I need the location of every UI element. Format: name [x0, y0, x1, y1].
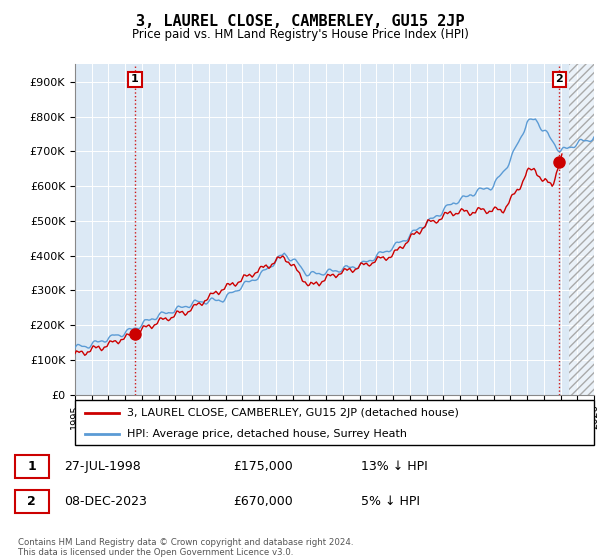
Text: 3, LAUREL CLOSE, CAMBERLEY, GU15 2JP: 3, LAUREL CLOSE, CAMBERLEY, GU15 2JP [136, 14, 464, 29]
FancyBboxPatch shape [75, 400, 594, 445]
Text: 27-JUL-1998: 27-JUL-1998 [64, 460, 141, 473]
FancyBboxPatch shape [15, 455, 49, 478]
Text: 2: 2 [28, 495, 36, 508]
Text: 5% ↓ HPI: 5% ↓ HPI [361, 495, 420, 508]
Text: 08-DEC-2023: 08-DEC-2023 [64, 495, 147, 508]
Text: 13% ↓ HPI: 13% ↓ HPI [361, 460, 428, 473]
Text: £670,000: £670,000 [233, 495, 293, 508]
Text: Price paid vs. HM Land Registry's House Price Index (HPI): Price paid vs. HM Land Registry's House … [131, 28, 469, 41]
Text: 3, LAUREL CLOSE, CAMBERLEY, GU15 2JP (detached house): 3, LAUREL CLOSE, CAMBERLEY, GU15 2JP (de… [127, 408, 459, 418]
Text: 1: 1 [28, 460, 36, 473]
Text: Contains HM Land Registry data © Crown copyright and database right 2024.
This d: Contains HM Land Registry data © Crown c… [18, 538, 353, 557]
Text: £175,000: £175,000 [233, 460, 293, 473]
Bar [569, 64, 594, 395]
Bar [569, 64, 594, 395]
Text: 2: 2 [556, 74, 563, 85]
FancyBboxPatch shape [15, 490, 49, 514]
Text: HPI: Average price, detached house, Surrey Heath: HPI: Average price, detached house, Surr… [127, 429, 407, 439]
Text: 1: 1 [131, 74, 139, 85]
